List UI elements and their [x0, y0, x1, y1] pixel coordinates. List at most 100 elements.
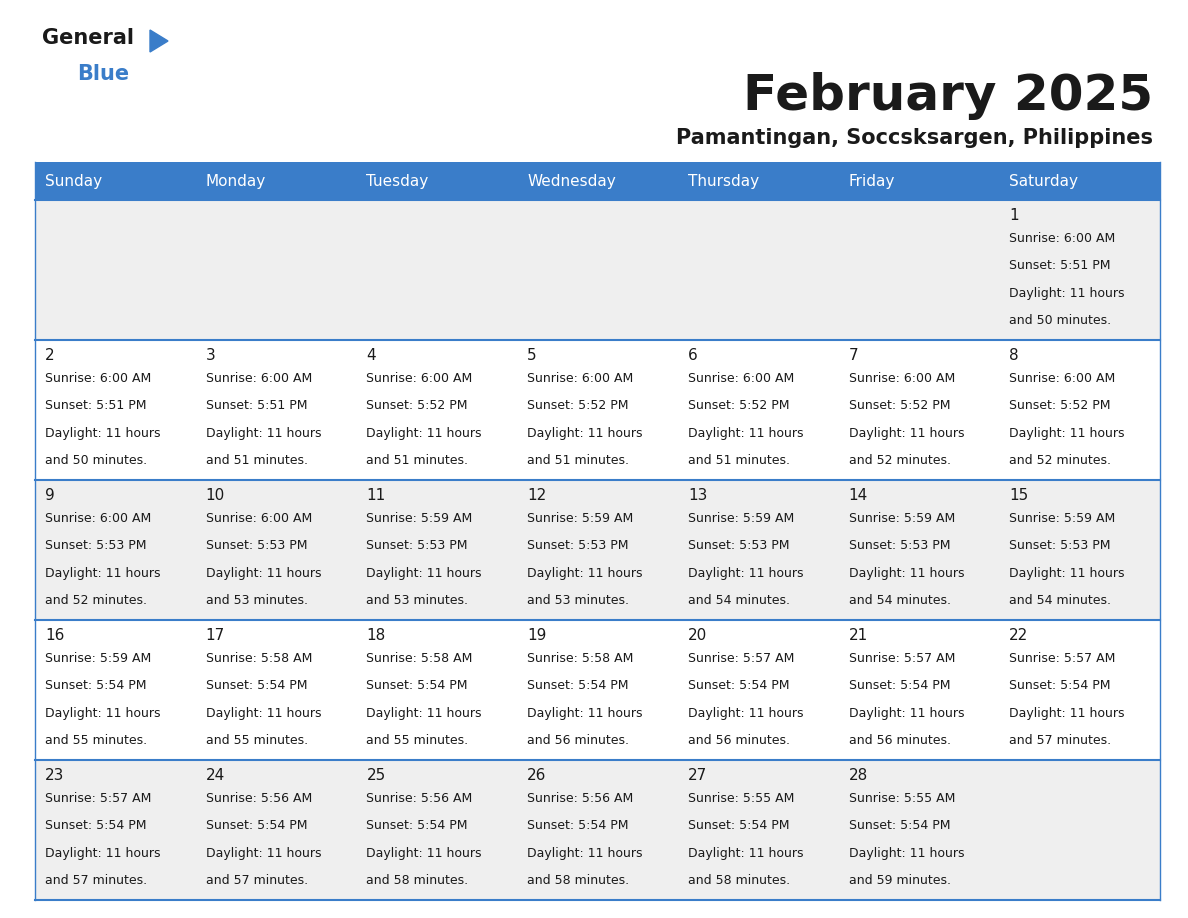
Text: 15: 15 — [1010, 488, 1029, 503]
Text: Sunrise: 5:57 AM: Sunrise: 5:57 AM — [688, 652, 795, 665]
Text: Sunset: 5:52 PM: Sunset: 5:52 PM — [688, 399, 789, 412]
Text: Sunset: 5:53 PM: Sunset: 5:53 PM — [45, 539, 146, 553]
Text: Sunrise: 5:59 AM: Sunrise: 5:59 AM — [45, 652, 151, 665]
Text: 7: 7 — [848, 348, 858, 363]
Text: and 50 minutes.: and 50 minutes. — [45, 453, 147, 467]
Text: 28: 28 — [848, 768, 867, 783]
Text: 22: 22 — [1010, 628, 1029, 643]
Text: Pamantingan, Soccsksargen, Philippines: Pamantingan, Soccsksargen, Philippines — [676, 128, 1154, 148]
Text: Sunset: 5:51 PM: Sunset: 5:51 PM — [206, 399, 308, 412]
Text: Sunset: 5:54 PM: Sunset: 5:54 PM — [527, 819, 628, 833]
Bar — [34, 480, 1159, 620]
Text: and 52 minutes.: and 52 minutes. — [45, 594, 147, 607]
Text: and 58 minutes.: and 58 minutes. — [366, 874, 468, 887]
Text: Sunset: 5:54 PM: Sunset: 5:54 PM — [366, 819, 468, 833]
Text: 4: 4 — [366, 348, 377, 363]
Text: 27: 27 — [688, 768, 707, 783]
Text: Sunrise: 5:58 AM: Sunrise: 5:58 AM — [206, 652, 312, 665]
Text: Daylight: 11 hours: Daylight: 11 hours — [527, 707, 643, 720]
Text: Daylight: 11 hours: Daylight: 11 hours — [206, 846, 321, 859]
Text: 8: 8 — [1010, 348, 1019, 363]
Text: and 57 minutes.: and 57 minutes. — [206, 874, 308, 887]
Text: Daylight: 11 hours: Daylight: 11 hours — [1010, 427, 1125, 440]
Text: 9: 9 — [45, 488, 55, 503]
Text: Sunset: 5:54 PM: Sunset: 5:54 PM — [206, 679, 308, 692]
Text: Daylight: 11 hours: Daylight: 11 hours — [206, 566, 321, 579]
Text: Daylight: 11 hours: Daylight: 11 hours — [527, 427, 643, 440]
Text: and 55 minutes.: and 55 minutes. — [45, 733, 147, 747]
Text: Sunset: 5:54 PM: Sunset: 5:54 PM — [688, 819, 789, 833]
Text: Sunrise: 6:00 AM: Sunrise: 6:00 AM — [206, 512, 312, 525]
Text: 3: 3 — [206, 348, 215, 363]
Text: and 57 minutes.: and 57 minutes. — [1010, 733, 1112, 747]
Text: Daylight: 11 hours: Daylight: 11 hours — [527, 846, 643, 859]
Text: 12: 12 — [527, 488, 546, 503]
Text: and 59 minutes.: and 59 minutes. — [848, 874, 950, 887]
Text: Sunset: 5:54 PM: Sunset: 5:54 PM — [366, 679, 468, 692]
Text: 16: 16 — [45, 628, 64, 643]
Text: Daylight: 11 hours: Daylight: 11 hours — [1010, 707, 1125, 720]
Text: and 51 minutes.: and 51 minutes. — [206, 453, 308, 467]
Text: and 54 minutes.: and 54 minutes. — [1010, 594, 1111, 607]
Text: and 51 minutes.: and 51 minutes. — [527, 453, 630, 467]
Text: Sunrise: 5:59 AM: Sunrise: 5:59 AM — [688, 512, 794, 525]
Text: Sunday: Sunday — [45, 174, 102, 188]
Text: General: General — [42, 28, 134, 48]
Text: and 54 minutes.: and 54 minutes. — [848, 594, 950, 607]
Text: Sunrise: 5:59 AM: Sunrise: 5:59 AM — [1010, 512, 1116, 525]
Text: and 55 minutes.: and 55 minutes. — [366, 733, 468, 747]
Text: 26: 26 — [527, 768, 546, 783]
Text: Daylight: 11 hours: Daylight: 11 hours — [848, 707, 965, 720]
Text: Daylight: 11 hours: Daylight: 11 hours — [1010, 286, 1125, 299]
Text: Wednesday: Wednesday — [527, 174, 615, 188]
Text: Sunset: 5:54 PM: Sunset: 5:54 PM — [45, 679, 146, 692]
Text: 19: 19 — [527, 628, 546, 643]
Text: Sunrise: 6:00 AM: Sunrise: 6:00 AM — [206, 372, 312, 385]
Text: Daylight: 11 hours: Daylight: 11 hours — [45, 707, 160, 720]
Text: and 56 minutes.: and 56 minutes. — [688, 733, 790, 747]
Text: Sunset: 5:54 PM: Sunset: 5:54 PM — [688, 679, 789, 692]
Text: Daylight: 11 hours: Daylight: 11 hours — [688, 427, 803, 440]
Text: Thursday: Thursday — [688, 174, 759, 188]
Text: and 55 minutes.: and 55 minutes. — [206, 733, 308, 747]
Text: Sunset: 5:54 PM: Sunset: 5:54 PM — [45, 819, 146, 833]
Text: Sunrise: 5:58 AM: Sunrise: 5:58 AM — [527, 652, 633, 665]
Text: Sunrise: 5:59 AM: Sunrise: 5:59 AM — [848, 512, 955, 525]
Text: 11: 11 — [366, 488, 386, 503]
Text: and 57 minutes.: and 57 minutes. — [45, 874, 147, 887]
Text: and 51 minutes.: and 51 minutes. — [366, 453, 468, 467]
Text: Daylight: 11 hours: Daylight: 11 hours — [688, 846, 803, 859]
Text: and 58 minutes.: and 58 minutes. — [527, 874, 630, 887]
Text: 5: 5 — [527, 348, 537, 363]
Text: Sunrise: 5:57 AM: Sunrise: 5:57 AM — [45, 792, 151, 805]
Text: Daylight: 11 hours: Daylight: 11 hours — [45, 427, 160, 440]
Text: and 52 minutes.: and 52 minutes. — [1010, 453, 1111, 467]
Text: 20: 20 — [688, 628, 707, 643]
Text: and 53 minutes.: and 53 minutes. — [527, 594, 630, 607]
Text: Daylight: 11 hours: Daylight: 11 hours — [45, 566, 160, 579]
Text: Daylight: 11 hours: Daylight: 11 hours — [206, 427, 321, 440]
Bar — [34, 620, 1159, 760]
Text: Sunset: 5:53 PM: Sunset: 5:53 PM — [1010, 539, 1111, 553]
Text: Saturday: Saturday — [1010, 174, 1079, 188]
Text: Sunrise: 5:59 AM: Sunrise: 5:59 AM — [366, 512, 473, 525]
Text: 23: 23 — [45, 768, 64, 783]
Text: 18: 18 — [366, 628, 386, 643]
Text: Sunrise: 5:59 AM: Sunrise: 5:59 AM — [527, 512, 633, 525]
Text: and 52 minutes.: and 52 minutes. — [848, 453, 950, 467]
Text: Daylight: 11 hours: Daylight: 11 hours — [848, 846, 965, 859]
Text: Friday: Friday — [848, 174, 895, 188]
Text: Sunset: 5:54 PM: Sunset: 5:54 PM — [206, 819, 308, 833]
Text: 17: 17 — [206, 628, 225, 643]
Text: Sunset: 5:54 PM: Sunset: 5:54 PM — [848, 679, 950, 692]
Text: Sunrise: 6:00 AM: Sunrise: 6:00 AM — [848, 372, 955, 385]
Text: Sunrise: 5:57 AM: Sunrise: 5:57 AM — [1010, 652, 1116, 665]
Text: Sunrise: 6:00 AM: Sunrise: 6:00 AM — [45, 372, 151, 385]
Text: Daylight: 11 hours: Daylight: 11 hours — [848, 566, 965, 579]
Text: Daylight: 11 hours: Daylight: 11 hours — [45, 846, 160, 859]
Text: 10: 10 — [206, 488, 225, 503]
Bar — [34, 200, 1159, 340]
Text: Daylight: 11 hours: Daylight: 11 hours — [688, 707, 803, 720]
Text: Sunset: 5:52 PM: Sunset: 5:52 PM — [848, 399, 950, 412]
Text: 14: 14 — [848, 488, 867, 503]
